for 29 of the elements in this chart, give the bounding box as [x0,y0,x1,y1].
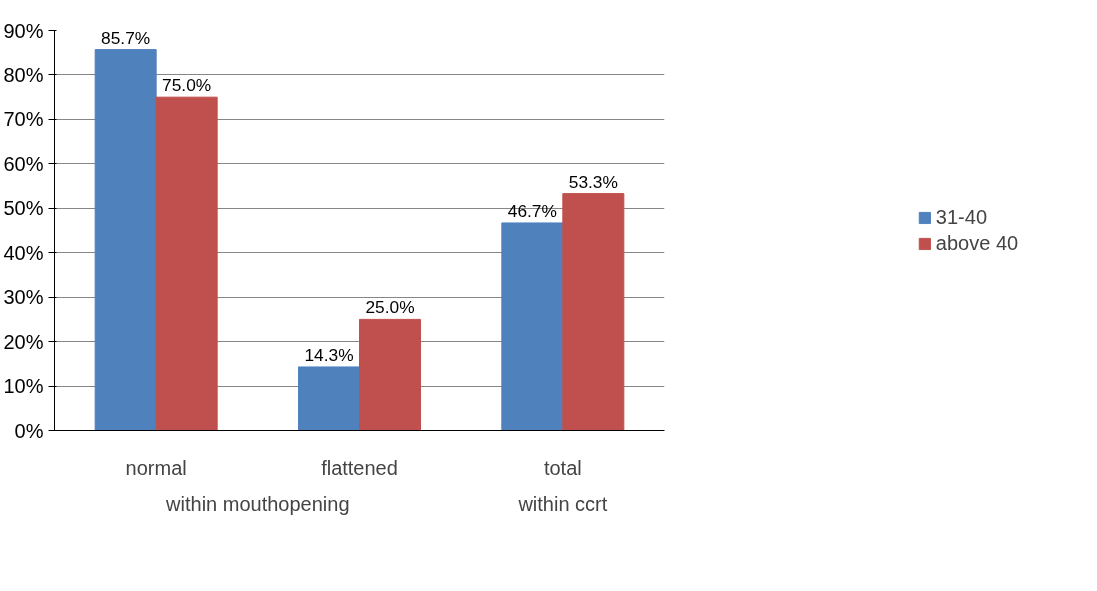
x-tick-label: normal [125,456,187,479]
data-label: 14.3% [304,344,354,365]
bar [155,96,218,431]
y-tick-label: 0% [14,419,44,442]
x-tick-label: flattened [321,456,398,479]
bar [501,222,564,431]
y-tick-label: 20% [3,330,44,353]
text: within ccrt [517,492,608,515]
bar [562,193,625,431]
x-tick-label: total [543,456,582,479]
y-tick-label: 60% [3,152,44,175]
data-label: 85.7% [101,27,151,48]
data-label: 53.3% [568,171,618,192]
y-tick-label: 30% [3,286,44,309]
y-tick-label: 70% [3,108,44,131]
data-label: 46.7% [507,200,557,221]
bar [94,49,157,431]
y-tick-label: 50% [3,197,44,220]
y-tick-label: 90% [3,19,44,42]
y-tick-label: 40% [3,241,44,264]
data-label: 75.0% [162,75,212,96]
legend-label: 31-40 [935,205,988,229]
text: within mouthopening [165,492,350,515]
y-tick-label: 10% [3,375,44,398]
bar [298,366,360,431]
y-tick-label: 80% [3,63,44,86]
data-label: 25.0% [365,297,415,318]
legend-label: above 40 [935,231,1019,255]
bar [359,318,421,431]
